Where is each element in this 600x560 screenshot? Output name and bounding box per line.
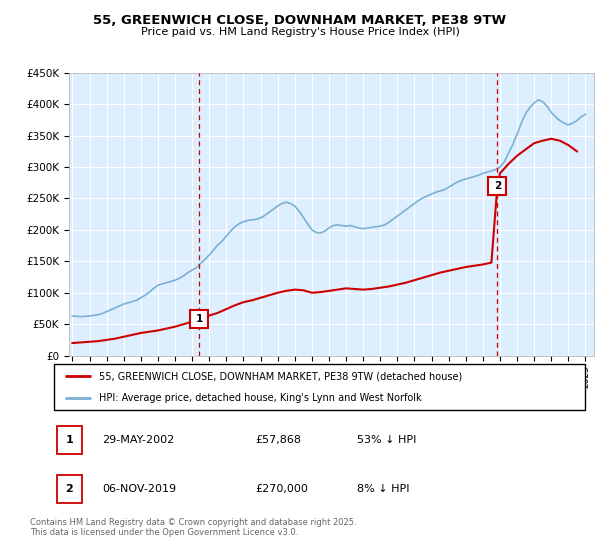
Text: 53% ↓ HPI: 53% ↓ HPI: [356, 435, 416, 445]
Text: £57,868: £57,868: [256, 435, 302, 445]
Text: £270,000: £270,000: [256, 484, 308, 494]
Text: 06-NOV-2019: 06-NOV-2019: [102, 484, 176, 494]
Text: 2: 2: [65, 484, 73, 494]
FancyBboxPatch shape: [56, 427, 82, 454]
FancyBboxPatch shape: [56, 475, 82, 503]
Text: 2: 2: [494, 181, 501, 191]
Text: 8% ↓ HPI: 8% ↓ HPI: [356, 484, 409, 494]
Text: 55, GREENWICH CLOSE, DOWNHAM MARKET, PE38 9TW: 55, GREENWICH CLOSE, DOWNHAM MARKET, PE3…: [94, 14, 506, 27]
Text: Price paid vs. HM Land Registry's House Price Index (HPI): Price paid vs. HM Land Registry's House …: [140, 27, 460, 37]
Text: Contains HM Land Registry data © Crown copyright and database right 2025.
This d: Contains HM Land Registry data © Crown c…: [30, 518, 356, 538]
Text: HPI: Average price, detached house, King's Lynn and West Norfolk: HPI: Average price, detached house, King…: [99, 393, 422, 403]
FancyBboxPatch shape: [54, 364, 585, 410]
Text: 29-MAY-2002: 29-MAY-2002: [102, 435, 174, 445]
Text: 55, GREENWICH CLOSE, DOWNHAM MARKET, PE38 9TW (detached house): 55, GREENWICH CLOSE, DOWNHAM MARKET, PE3…: [99, 371, 463, 381]
Text: 1: 1: [196, 314, 203, 324]
Text: 1: 1: [65, 435, 73, 445]
